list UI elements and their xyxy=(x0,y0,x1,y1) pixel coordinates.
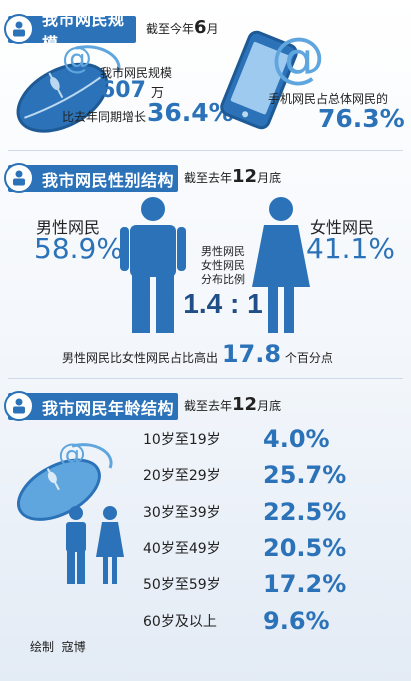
at-sign-icon: @ xyxy=(58,438,86,470)
mobile-value: 76.3% xyxy=(318,104,405,133)
male-figure-icon xyxy=(66,506,86,584)
age-range-label: 40岁至49岁 xyxy=(143,541,221,557)
male-label: 男性网民 xyxy=(36,218,101,237)
age-row: 10岁至19岁 4.0% xyxy=(143,424,373,454)
section-header-gender: 我市网民性别结构 xyxy=(8,165,178,192)
smartphone-icon xyxy=(220,30,298,130)
computer-mouse-icon xyxy=(16,45,121,133)
age-row: 30岁至39岁 22.5% xyxy=(143,497,373,527)
age-percentage: 25.7% xyxy=(263,461,347,489)
section-title: 我市网民规模 xyxy=(42,9,125,53)
growth-label: 比去年同期增长 xyxy=(62,110,147,124)
ratio-value: 1.4 : 1 xyxy=(183,288,263,319)
age-percentage: 22.5% xyxy=(263,498,347,526)
age-percentage: 9.6% xyxy=(263,607,330,635)
user-badge-icon xyxy=(4,14,34,44)
ratio-caption: 男性网民 女性网民 分布比例 xyxy=(201,245,245,286)
section-date: 截至今年6月 xyxy=(146,17,219,38)
age-range-label: 20岁至29岁 xyxy=(143,468,221,484)
female-figure-icon xyxy=(252,197,310,333)
age-range-label: 10岁至19岁 xyxy=(143,432,221,448)
section-divider xyxy=(8,378,403,379)
scale-label: 我市网民规模 xyxy=(100,66,173,80)
section-divider xyxy=(8,150,403,151)
growth-value: 36.4% xyxy=(147,98,234,127)
age-percentage: 20.5% xyxy=(263,534,347,562)
age-range-label: 60岁及以上 xyxy=(143,614,217,630)
at-sign-icon: @ xyxy=(62,42,92,76)
age-row: 20岁至29岁 25.7% xyxy=(143,460,373,490)
male-value: 58.9% xyxy=(34,232,123,265)
credit-text: 绘制 寇博 xyxy=(30,640,86,654)
user-badge-icon xyxy=(4,163,34,193)
svg-text:@: @ xyxy=(271,28,325,88)
section-date: 截至去年12月底 xyxy=(184,394,282,415)
scale-value: 607 万 xyxy=(100,78,165,103)
svg-text:@: @ xyxy=(62,42,92,76)
at-sign-icon: @ xyxy=(271,28,325,88)
age-row: 50岁至59岁 17.2% xyxy=(143,569,373,599)
age-range-label: 50岁至59岁 xyxy=(143,577,221,593)
section-title: 我市网民年龄结构 xyxy=(42,398,175,418)
female-label: 女性网民 xyxy=(310,218,375,237)
age-range-label: 30岁至39岁 xyxy=(143,505,221,521)
gender-difference: 男性网民比女性网民占比高出 17.8 个百分点 xyxy=(62,340,333,368)
section-date: 截至去年12月底 xyxy=(184,166,282,187)
female-value: 41.1% xyxy=(306,232,395,265)
male-figure-icon xyxy=(120,197,186,333)
age-percentage: 17.2% xyxy=(263,570,347,598)
age-row: 60岁及以上 9.6% xyxy=(143,606,373,636)
mobile-label: 手机网民占总体网民的 xyxy=(268,92,389,106)
section-title: 我市网民性别结构 xyxy=(42,170,175,190)
age-percentage: 4.0% xyxy=(263,425,330,453)
svg-text:@: @ xyxy=(58,438,86,470)
section-header-age: 我市网民年龄结构 xyxy=(8,393,178,420)
age-row: 40岁至49岁 20.5% xyxy=(143,533,373,563)
user-badge-icon xyxy=(4,391,34,421)
female-figure-icon xyxy=(96,506,124,584)
